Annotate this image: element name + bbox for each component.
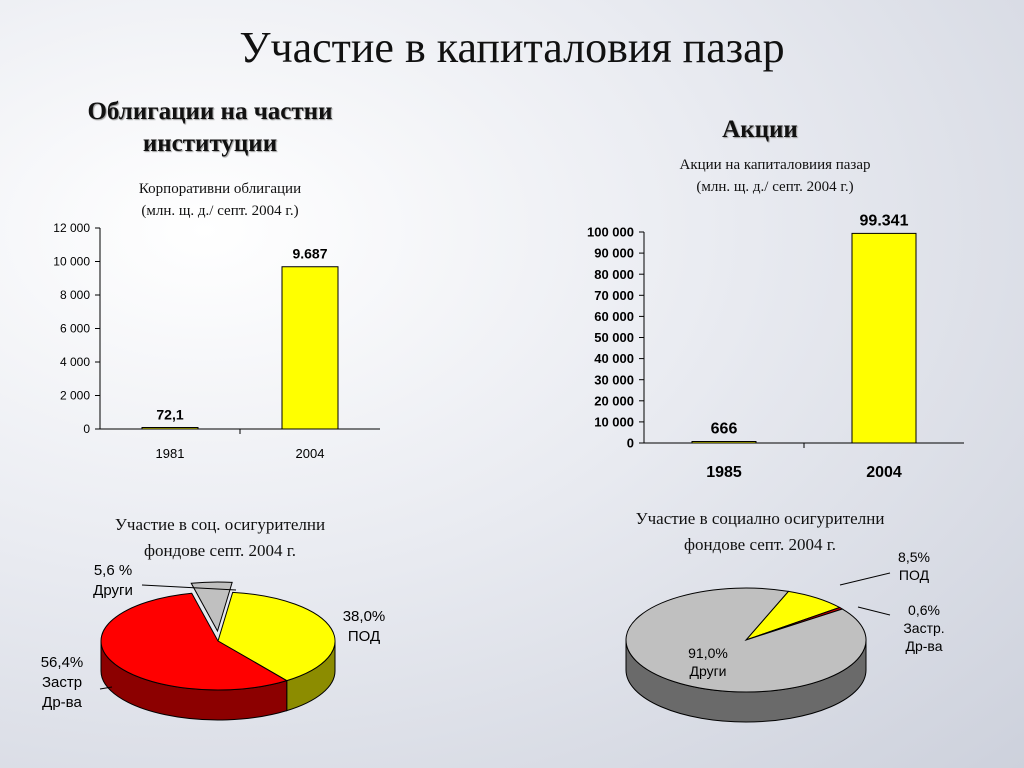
stocks-y-tick-label: 10 000 bbox=[594, 414, 634, 429]
bonds-category-label-1981: 1981 bbox=[156, 446, 185, 461]
pie-right-leader-line-0 bbox=[839, 572, 891, 586]
stocks-y-tick-label: 40 000 bbox=[594, 351, 634, 366]
pie-right-slice-label-0: 8,5% ПОД bbox=[898, 549, 930, 583]
stocks-chart-title: Акции на капиталовиия пазар (млн. щ. д./… bbox=[600, 154, 950, 198]
stocks-bar-chart: 0 10 000 20 000 30 000 40 000 50 000 60 000 70 … bbox=[587, 212, 964, 481]
bonds-bar-2004 bbox=[281, 266, 339, 430]
bonds-y-tick-label: 0 bbox=[83, 422, 90, 436]
stocks-category-label-2004: 2004 bbox=[866, 464, 902, 481]
pie-left-slice-0 bbox=[217, 591, 336, 682]
bonds-value-label-1981: 72,1 bbox=[156, 407, 183, 423]
left-section-heading: Облигации на частни институции bbox=[40, 96, 380, 160]
pie-right-title-line2: фондове септ. 2004 г. bbox=[683, 535, 837, 554]
pie-right-title-line1: Участие в социално осигурителни bbox=[635, 509, 885, 528]
stocks-y-tick-label: 90 000 bbox=[594, 246, 634, 261]
stocks-y-tick-label: 30 000 bbox=[594, 372, 634, 387]
stocks-y-tick-label: 50 000 bbox=[594, 330, 634, 345]
funds-pie-chart-left: 38,0% ПОД 56,4% Застр Др-ва 5,6 % Други bbox=[41, 562, 386, 721]
pie-right-slice-label-1: 0,6% Застр. Др-ва bbox=[903, 602, 944, 654]
stocks-value-label-2004: 99.341 bbox=[860, 212, 909, 229]
bonds-value-label-2004: 9.687 bbox=[292, 246, 327, 262]
pie-left-slice-label-2: 5,6 % Други bbox=[93, 562, 133, 599]
pie-left-title-line1: Участие в соц. осигурителни bbox=[114, 515, 326, 534]
bonds-y-tick-label: 2 000 bbox=[60, 389, 90, 403]
bonds-y-tick-label: 12 000 bbox=[53, 221, 90, 235]
pie-left-slice-label-0: 38,0% ПОД bbox=[343, 608, 386, 645]
stocks-bar-2004 bbox=[851, 232, 917, 444]
left-heading-line1: Облигации на частни bbox=[87, 98, 333, 125]
stocks-y-tick-label: 100 000 bbox=[587, 225, 634, 240]
bonds-chart-title-line1: Корпоративни облигации bbox=[138, 181, 302, 197]
pie-left-slice-2 bbox=[190, 581, 233, 633]
bonds-category-label-2004: 2004 bbox=[296, 446, 325, 461]
stocks-y-tick-label: 70 000 bbox=[594, 288, 634, 303]
bonds-y-tick-label: 10 000 bbox=[53, 255, 90, 269]
stocks-category-label-1985: 1985 bbox=[706, 464, 742, 481]
bonds-y-tick-label: 4 000 bbox=[60, 355, 90, 369]
pie-left-slice-1 bbox=[100, 592, 289, 691]
stocks-y-tick-label: 60 000 bbox=[594, 309, 634, 324]
pie-right-slice-2 bbox=[625, 587, 867, 693]
pie-left-leader-line-1 bbox=[99, 686, 113, 690]
pie-left-title-line2: фондове септ. 2004 г. bbox=[143, 541, 297, 560]
stocks-y-tick-label: 80 000 bbox=[594, 267, 634, 282]
bonds-y-tick-label: 8 000 bbox=[60, 288, 90, 302]
left-heading-line2: институции bbox=[142, 130, 278, 157]
stocks-chart-title-line2: (млн. щ. д./ септ. 2004 г.) bbox=[696, 179, 854, 195]
pie-left-title: Участие в соц. осигурителни фондове септ… bbox=[60, 512, 380, 564]
bonds-chart-title: Корпоративни облигации (млн. щ. д./ септ… bbox=[60, 178, 380, 222]
pie-right-leader-line-1 bbox=[857, 606, 891, 616]
pie-right-slice-label-2: 91,0% Други bbox=[688, 645, 728, 679]
pie-left-leader-line-2 bbox=[141, 584, 237, 591]
bonds-chart-title-line2: (млн. щ. д./ септ. 2004 г.) bbox=[141, 203, 299, 219]
stocks-y-tick-label: 20 000 bbox=[594, 393, 634, 408]
pie-left-slice-label-1: 56,4% Застр Др-ва bbox=[41, 654, 84, 711]
stocks-value-label-1985: 666 bbox=[711, 421, 738, 438]
bonds-y-tick-label: 6 000 bbox=[60, 322, 90, 336]
funds-pie-chart-right: 8,5% ПОД 0,6% Застр. Др-ва 91,0% Други bbox=[625, 549, 945, 723]
bonds-bar-1981 bbox=[141, 427, 199, 430]
stocks-y-tick-label: 0 bbox=[627, 436, 634, 451]
bonds-bar-chart: 0 2 000 4 000 6 000 8 000 10 000 12 000 72,1 198… bbox=[53, 221, 380, 461]
pie-right-title: Участие в социално осигурителни фондове … bbox=[580, 506, 940, 558]
right-section-heading: Акции bbox=[722, 116, 798, 143]
stocks-chart-title-line1: Акции на капиталовиия пазар bbox=[679, 157, 871, 173]
slide-title: Участие в капиталовия пазар bbox=[239, 23, 785, 72]
stocks-bar-1985 bbox=[691, 441, 757, 444]
